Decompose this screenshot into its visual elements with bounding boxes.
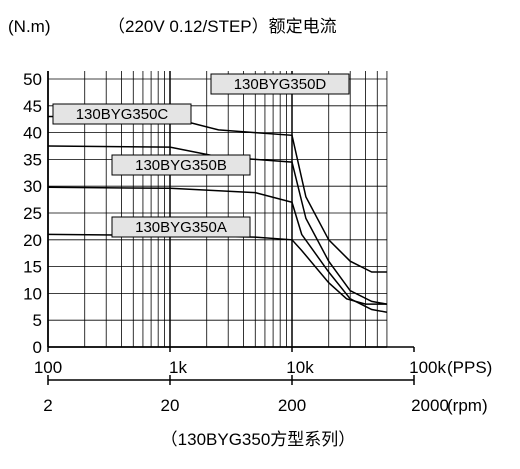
y-tick-label: 0 xyxy=(33,338,42,357)
series-line xyxy=(47,186,388,313)
axes xyxy=(47,71,415,385)
series-label: 130BYG350B xyxy=(111,154,251,176)
y-tick-label: 40 xyxy=(23,124,42,143)
y-tick-label: 25 xyxy=(23,204,42,223)
x-tick-label-bottom: 20 xyxy=(161,396,180,415)
series-label-text: 130BYG350B xyxy=(135,157,227,174)
x-unit-top: (PPS) xyxy=(447,358,492,377)
y-tick-label: 5 xyxy=(33,311,42,330)
y-tick-label: 15 xyxy=(23,258,42,277)
chart-title: （220V 0.12/STEP）额定电流 xyxy=(108,17,337,36)
y-tick-label: 35 xyxy=(23,150,42,169)
series-label-box xyxy=(210,73,350,95)
x-tick-label-bottom: 2000 xyxy=(411,396,449,415)
y-tick-label: 30 xyxy=(23,177,42,196)
x-tick-label-top: 100k xyxy=(409,358,446,377)
x-tick-label-top: 100 xyxy=(34,358,62,377)
chart-caption: （130BYG350方型系列） xyxy=(161,430,356,449)
series-line xyxy=(47,145,388,305)
x-tick-label-bottom: 200 xyxy=(278,396,306,415)
series-line xyxy=(47,115,387,273)
series-label-text: 130BYG350A xyxy=(135,219,227,236)
x-unit-bottom: (rpm) xyxy=(447,396,488,415)
y-tick-label: 45 xyxy=(23,97,42,116)
y-tick-label: 50 xyxy=(23,70,42,89)
y-tick-label: 10 xyxy=(23,284,42,303)
series-label-box xyxy=(111,154,251,176)
series-label-text: 130BYG350C xyxy=(76,106,169,123)
x-tick-label-top: 1k xyxy=(169,358,187,377)
series-lines xyxy=(47,115,388,313)
y-unit-label: (N.m) xyxy=(8,17,50,36)
series-label-box xyxy=(111,216,251,238)
x-tick-labels: 100 1k 10k 100k 2 20 200 2000 xyxy=(34,358,449,415)
series-labels: 130BYG350D 130BYG350C 130BYG350B 130BYG350A xyxy=(52,73,350,238)
series-label: 130BYG350C xyxy=(52,103,192,125)
y-tick-labels: 0 5 10 15 20 25 30 35 40 45 50 xyxy=(23,70,42,357)
series-label: 130BYG350A xyxy=(111,216,251,238)
y-tick-label: 20 xyxy=(23,231,42,250)
series-label: 130BYG350D xyxy=(210,73,350,95)
series-label-text: 130BYG350D xyxy=(234,76,327,93)
x-tick-label-top: 10k xyxy=(286,358,314,377)
series-label-box xyxy=(52,103,192,125)
x-tick-label-bottom: 2 xyxy=(43,396,52,415)
